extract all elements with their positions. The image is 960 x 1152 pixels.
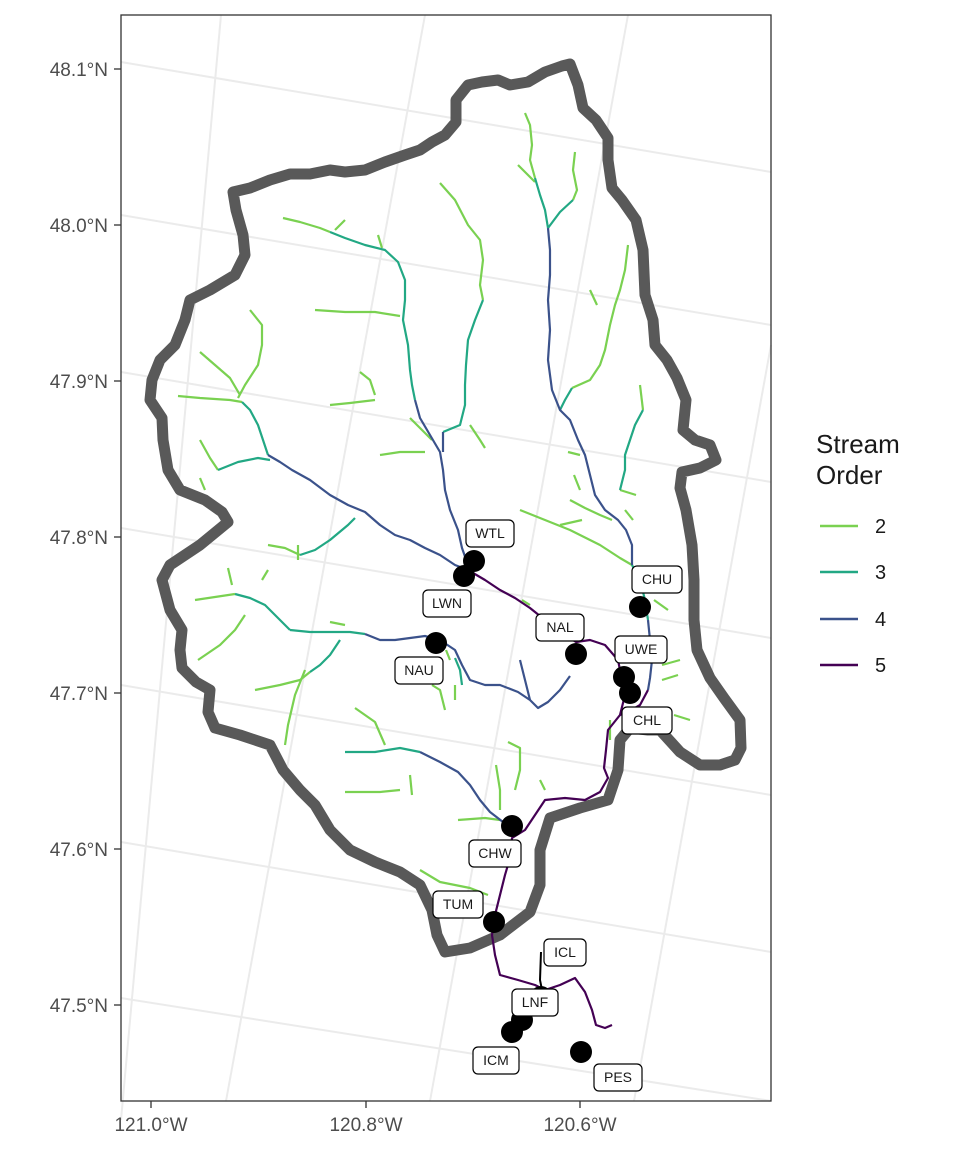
legend-title-line1: Stream [816, 429, 900, 459]
legend: Stream Order 2 3 4 5 [816, 429, 900, 677]
svg-text:ICL: ICL [554, 944, 576, 960]
site-label-lnf: LNF [511, 988, 559, 1017]
y-tick-label: 47.5°N [50, 996, 108, 1017]
legend-label: 3 [875, 562, 886, 584]
x-tick-label: 120.8°W [329, 1115, 402, 1136]
plot-border [120, 14, 772, 1102]
y-tick-label: 48.1°N [50, 60, 108, 81]
graticule [120, 14, 772, 1121]
site-point-chu[interactable] [629, 596, 651, 618]
site-point-nau[interactable] [425, 632, 447, 654]
site-point-chl[interactable] [619, 682, 641, 704]
x-tick-label: 120.6°W [543, 1115, 616, 1136]
site-point-pes[interactable] [570, 1041, 592, 1063]
legend-title-line2: Order [816, 460, 883, 490]
y-tick-label: 47.7°N [50, 684, 108, 705]
site-label-wtl: WTL [465, 519, 515, 548]
y-tick-label: 47.8°N [50, 528, 108, 549]
x-axis: 121.0°W 120.8°W 120.6°W [114, 1101, 617, 1136]
svg-text:NAL: NAL [546, 619, 573, 635]
svg-text:WTL: WTL [475, 525, 505, 541]
site-labels: WTL LWN NAU NAL CHU UWE CHL CHW [394, 519, 683, 1092]
site-label-icl: ICL [543, 938, 587, 967]
svg-text:UWE: UWE [625, 641, 658, 657]
site-points [425, 550, 651, 1063]
svg-text:CHL: CHL [633, 712, 661, 728]
site-point-lwn[interactable] [453, 565, 475, 587]
svg-text:LNF: LNF [522, 994, 548, 1010]
watershed-boundary [144, 58, 747, 958]
svg-text:PES: PES [604, 1069, 632, 1085]
site-label-nal: NAL [535, 613, 585, 642]
site-label-lwn: LWN [422, 589, 472, 618]
legend-label: 5 [875, 655, 886, 677]
site-label-nau: NAU [394, 656, 444, 685]
svg-text:CHW: CHW [478, 845, 512, 861]
site-point-tum[interactable] [483, 911, 505, 933]
y-tick-label: 48.0°N [50, 216, 108, 237]
site-label-tum: TUM [432, 890, 484, 919]
site-label-chu: CHU [631, 565, 683, 594]
site-point-icm[interactable] [501, 1021, 523, 1043]
legend-label: 2 [875, 516, 886, 538]
site-point-chw[interactable] [501, 815, 523, 837]
svg-text:TUM: TUM [443, 896, 473, 912]
site-label-chl: CHL [621, 706, 673, 735]
y-tick-label: 47.6°N [50, 840, 108, 861]
svg-text:ICM: ICM [483, 1052, 509, 1068]
streams-order-2 [177, 112, 691, 897]
svg-text:LWN: LWN [432, 595, 462, 611]
legend-label: 4 [875, 609, 886, 631]
y-tick-label: 47.9°N [50, 372, 108, 393]
streams-order-4 [267, 227, 654, 828]
y-axis: 48.1°N 48.0°N 47.9°N 47.8°N 47.7°N 47.6°… [50, 60, 121, 1017]
site-label-chw: CHW [468, 839, 522, 868]
site-label-uwe: UWE [614, 635, 668, 664]
site-point-nal[interactable] [565, 643, 587, 665]
svg-text:CHU: CHU [642, 571, 672, 587]
site-label-icm: ICM [472, 1046, 520, 1075]
site-label-pes: PES [593, 1063, 643, 1092]
svg-text:NAU: NAU [404, 662, 434, 678]
x-tick-label: 121.0°W [114, 1115, 187, 1136]
